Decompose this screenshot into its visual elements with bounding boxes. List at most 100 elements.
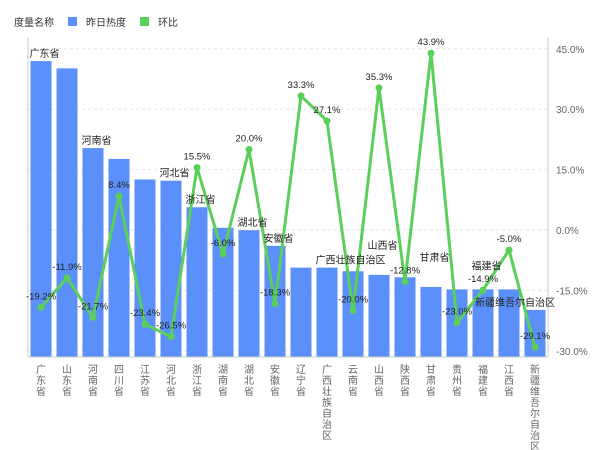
line-point: [193, 164, 201, 172]
x-tick-label-char: 省: [452, 385, 462, 398]
line-data-label: -11.9%: [52, 262, 82, 273]
bar: [108, 158, 130, 357]
legend: 度量名称 昨日热度 环比: [14, 14, 178, 29]
line-point: [297, 92, 305, 100]
x-tick-label-char: 江: [504, 364, 514, 376]
x-tick-label-char: 宁: [296, 374, 306, 387]
line-data-label: 27.1%: [314, 105, 341, 116]
x-tick-label-char: 治: [322, 418, 332, 431]
bar: [30, 61, 52, 357]
x-tick-label-char: 南: [348, 374, 358, 387]
line-data-label: -21.7%: [78, 301, 109, 312]
x-tick-label-char: 北: [166, 375, 176, 387]
x-tick-label-char: 西: [322, 376, 332, 387]
x-tick-label-char: 族: [322, 396, 332, 409]
x-tick-label-char: 省: [88, 385, 98, 398]
x-tick-label-char: 省: [400, 385, 410, 398]
line-point: [167, 333, 175, 341]
x-tick-label-char: 自: [530, 418, 540, 431]
right-axis-tick-label: 0.0%: [556, 226, 579, 237]
bar: [290, 267, 312, 357]
x-tick-label-char: 省: [166, 385, 176, 398]
x-tick-label-char: 徽: [270, 374, 280, 387]
x-tick-label-char: 河: [166, 364, 176, 376]
line-data-label: 35.3%: [366, 72, 393, 83]
x-tick-label-char: 陕: [400, 363, 410, 376]
x-tick-label-char: 肃: [426, 375, 436, 387]
line-point: [531, 343, 539, 351]
line-point: [37, 303, 45, 311]
x-tick-label-char: 川: [114, 376, 124, 387]
x-tick-label-char: 省: [62, 385, 72, 398]
x-tick-label-char: 省: [114, 385, 124, 398]
x-tick-label-char: 贵: [452, 363, 462, 376]
x-tick-label-char: 省: [374, 385, 384, 398]
bar-data-label: 新疆维吾尔自治区: [475, 296, 555, 309]
bar-data-label: 甘肃省: [420, 251, 450, 264]
line-data-label: -5.0%: [497, 234, 522, 245]
x-tick-label-char: 东: [62, 374, 72, 387]
bar: [342, 271, 364, 357]
x-tick-label-char: 浙: [192, 364, 202, 376]
right-axis-tick-label: 45.0%: [556, 45, 584, 56]
x-tick-label-char: 广: [36, 364, 46, 376]
line-data-label: -12.8%: [390, 266, 421, 277]
line-data-label: 8.4%: [108, 180, 130, 191]
x-tick-label-char: 吾: [530, 397, 540, 409]
line-point: [479, 286, 487, 294]
x-tick-label-char: 河: [88, 364, 98, 376]
x-tick-label-char: 维: [530, 385, 540, 398]
x-tick-label-char: 州: [452, 375, 462, 387]
legend-item-heat[interactable]: 昨日热度: [86, 18, 126, 29]
bar-data-label: 河北省: [160, 167, 190, 180]
x-tick-label-char: 省: [192, 385, 202, 398]
bar: [134, 179, 156, 357]
line-point: [141, 320, 149, 328]
x-tick-label-char: 省: [348, 385, 358, 398]
bar: [394, 277, 416, 357]
line-data-label: -18.3%: [260, 288, 291, 299]
x-tick-label-char: 南: [218, 374, 228, 387]
line-point: [245, 145, 253, 153]
bar-data-label: 浙江省: [186, 193, 216, 206]
line-data-label: -14.9%: [468, 274, 499, 285]
bar: [238, 230, 260, 357]
line-data-label: 33.3%: [288, 80, 315, 91]
bar: [56, 68, 78, 357]
line-point: [505, 246, 513, 254]
line-data-label: -6.0%: [211, 238, 236, 249]
x-tick-label-char: 东: [36, 374, 46, 387]
x-tick-label-char: 江: [140, 364, 150, 376]
x-tick-label-char: 四: [114, 365, 124, 376]
line-data-label: -23.4%: [130, 308, 161, 319]
bar-data-label: 山西省: [368, 239, 398, 252]
bar: [160, 180, 182, 357]
x-tick-label-char: 湖: [244, 364, 254, 376]
bar: [186, 207, 208, 357]
bar: [524, 309, 546, 357]
right-axis-tick-label: -30.0%: [556, 347, 588, 358]
x-tick-label-char: 自: [322, 407, 332, 420]
x-tick-label-char: 湖: [218, 364, 228, 376]
legend-item-ratio[interactable]: 环比: [158, 18, 178, 29]
x-tick-label-char: 山: [62, 364, 72, 376]
x-tick-label-char: 省: [36, 385, 46, 398]
x-tick-label-char: 区: [322, 430, 332, 442]
line-point: [323, 117, 331, 125]
x-tick-label-char: 省: [426, 385, 436, 398]
x-tick-label-char: 安: [270, 363, 280, 376]
x-tick-label-char: 苏: [140, 374, 150, 387]
x-tick-label-char: 甘: [426, 363, 436, 376]
line-point: [271, 300, 279, 308]
line-point: [401, 278, 409, 286]
line-data-label: -20.0%: [338, 295, 369, 306]
bar-data-label: 安徽省: [264, 232, 294, 245]
bar: [316, 267, 338, 357]
x-tick-label-char: 西: [374, 376, 384, 387]
x-tick-label-char: 省: [140, 385, 150, 398]
x-tick-label-char: 疆: [530, 375, 540, 387]
right-axis-tick-label: 30.0%: [556, 105, 584, 116]
line-data-label: -19.2%: [26, 291, 57, 302]
x-tick-label-char: 北: [244, 375, 254, 387]
